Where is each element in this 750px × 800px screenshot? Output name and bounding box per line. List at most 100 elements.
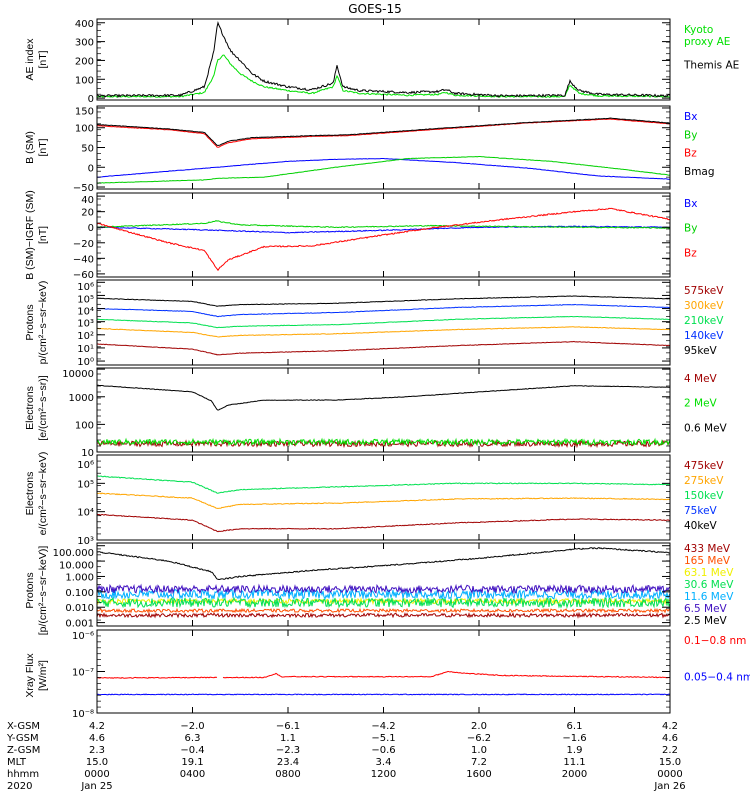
x-axis-value: 1.9 bbox=[567, 745, 583, 756]
y-tick-label: 100 bbox=[75, 124, 94, 135]
y-tick-label: 10⁻⁷ bbox=[72, 668, 94, 679]
legend-entry: 0.6 MeV bbox=[684, 422, 728, 434]
y-tick-label: 10³ bbox=[77, 536, 94, 547]
legend-entry: 575keV bbox=[684, 285, 724, 297]
y-tick-label: 10⁵ bbox=[77, 294, 94, 305]
legend-entry: 63.1 MeV bbox=[684, 567, 734, 579]
y-tick-label: 300 bbox=[75, 38, 94, 49]
y-tick-label: 10000 bbox=[62, 369, 94, 380]
x-axis-value: −2.3 bbox=[276, 745, 300, 756]
legend-entry: 275keV bbox=[684, 475, 724, 487]
x-axis-value: 2.3 bbox=[89, 745, 105, 756]
x-axis-row-label: Y-GSM bbox=[6, 733, 39, 744]
x-axis-value: 1.0 bbox=[471, 745, 487, 756]
y-tick-label: 10⁻⁶ bbox=[72, 631, 94, 642]
series-line-protons-kev-2 bbox=[97, 315, 670, 329]
x-axis-row-label: X-GSM bbox=[7, 721, 40, 732]
x-axis-value: −2.0 bbox=[180, 721, 204, 732]
y-tick-label: 10⁵ bbox=[77, 479, 94, 490]
x-axis-value: 15.0 bbox=[86, 757, 108, 768]
x-axis-value: 11.1 bbox=[563, 757, 585, 768]
y-axis-title: p/(cm²−s−sr−keV) bbox=[37, 281, 49, 365]
series-line-electrons-kev-1 bbox=[97, 492, 670, 510]
y-axis-title: Protons bbox=[24, 572, 36, 608]
x-axis-value: 6.3 bbox=[185, 733, 201, 744]
y-tick-label: 0 bbox=[88, 94, 94, 105]
y-axis-title: B (SM)−IGRF (SM) bbox=[24, 190, 36, 280]
legend-entry: 11.6 MeV bbox=[684, 591, 734, 603]
x-axis-value: −6.1 bbox=[276, 721, 300, 732]
series-line-protons-mev-5 bbox=[97, 583, 670, 595]
x-axis-row-label: 2020 bbox=[7, 781, 32, 792]
y-tick-label: 10³ bbox=[77, 319, 94, 330]
y-tick-label: 200 bbox=[75, 56, 94, 67]
series-line-bsm-2 bbox=[97, 118, 670, 148]
y-axis-title: [nT] bbox=[37, 50, 49, 68]
y-tick-label: 0.100 bbox=[65, 588, 94, 599]
y-tick-label: 10⁻⁸ bbox=[72, 709, 94, 720]
x-axis-value: −0.4 bbox=[180, 745, 204, 756]
legend-entry: Bz bbox=[684, 148, 697, 160]
legend-entry: 475keV bbox=[684, 460, 724, 472]
panel-bsm: −50 0 50 100 150 B (SM) [nT] Bx By Bz Bmag bbox=[24, 105, 715, 194]
legend-entry: 140keV bbox=[684, 330, 724, 342]
series-line-bsm-3 bbox=[97, 117, 670, 147]
panel-xray: 10⁻⁸ 10⁻⁷ 10⁻⁶ Xray Flux [W/m²] 0.1−0.8 nm 0.0… bbox=[24, 629, 750, 720]
x-axis-value: 0400 bbox=[180, 769, 205, 780]
legend-entry: 165 MeV bbox=[684, 555, 731, 567]
series-line-protons-mev-3 bbox=[97, 596, 670, 609]
y-axis-title: [nT] bbox=[37, 226, 49, 244]
series-line-xray-0 bbox=[97, 670, 670, 679]
y-tick-label: −20 bbox=[73, 239, 94, 250]
y-axis-title: Protons bbox=[24, 304, 36, 340]
y-tick-label: −40 bbox=[73, 254, 94, 265]
legend-entry: 0.05−0.4 nm bbox=[684, 672, 750, 684]
plot-frame bbox=[96, 542, 671, 627]
y-tick-label: 100 bbox=[75, 420, 94, 431]
x-axis-value: 4.2 bbox=[89, 721, 105, 732]
y-axis-title: Electrons bbox=[24, 472, 36, 516]
x-axis-value: −6.2 bbox=[467, 733, 491, 744]
x-axis-row-label: hhmm bbox=[7, 769, 39, 780]
x-axis-value: −4.2 bbox=[371, 721, 395, 732]
x-axis-value: 0000 bbox=[657, 769, 682, 780]
x-axis-row-label: Z-GSM bbox=[7, 745, 40, 756]
y-tick-label: 10¹ bbox=[77, 344, 94, 355]
x-axis-value: 1600 bbox=[466, 769, 491, 780]
series-line-protons-mev-1 bbox=[97, 607, 670, 614]
series-line-electrons-kev-2 bbox=[97, 475, 670, 494]
x-axis-value: 2.0 bbox=[471, 721, 487, 732]
y-tick-label: 10.000 bbox=[59, 560, 94, 571]
x-axis-value: 23.4 bbox=[277, 757, 299, 768]
x-axis-value: 1200 bbox=[371, 769, 396, 780]
series-line-bigrf-1 bbox=[97, 220, 670, 229]
x-axis-value: 0000 bbox=[84, 769, 109, 780]
y-tick-label: −60 bbox=[73, 270, 94, 281]
x-axis-value: 6.1 bbox=[567, 721, 583, 732]
series-line-protons-kev-4 bbox=[97, 295, 670, 307]
x-axis-row-label: MLT bbox=[7, 757, 27, 768]
series-line-electrons-kev-0 bbox=[97, 513, 670, 533]
series-line-protons-mev-2 bbox=[97, 596, 670, 606]
y-tick-label: 0.010 bbox=[65, 603, 94, 614]
series-line-bsm-0 bbox=[97, 158, 670, 180]
x-axis-value: −5.1 bbox=[371, 733, 395, 744]
y-tick-label: 10⁴ bbox=[77, 307, 94, 318]
panel-electrons-mev: 10 100 1000 10000 Electrons [e/(cm²−s−sr)] 4 M… bbox=[24, 367, 728, 459]
series-line-protons-mev-6 bbox=[97, 547, 670, 581]
x-axis-value: Jan 25 bbox=[80, 781, 112, 792]
x-axis-value: 2000 bbox=[562, 769, 587, 780]
legend-entry: 2 MeV bbox=[684, 398, 718, 410]
series-line-xray-1 bbox=[97, 693, 670, 696]
legend-entry: Bmag bbox=[684, 166, 715, 178]
series-line-ae-1 bbox=[97, 21, 670, 98]
series-line-protons-mev-0 bbox=[97, 611, 670, 619]
y-tick-label: 100 bbox=[75, 75, 94, 86]
chart-title: GOES-15 bbox=[348, 2, 402, 16]
series-line-electrons-mev-2 bbox=[97, 384, 670, 411]
series-line-bigrf-2 bbox=[97, 207, 670, 272]
x-axis-value: 4.6 bbox=[89, 733, 105, 744]
y-axis-title: AE index bbox=[24, 38, 36, 81]
series-line-protons-kev-1 bbox=[97, 326, 670, 338]
